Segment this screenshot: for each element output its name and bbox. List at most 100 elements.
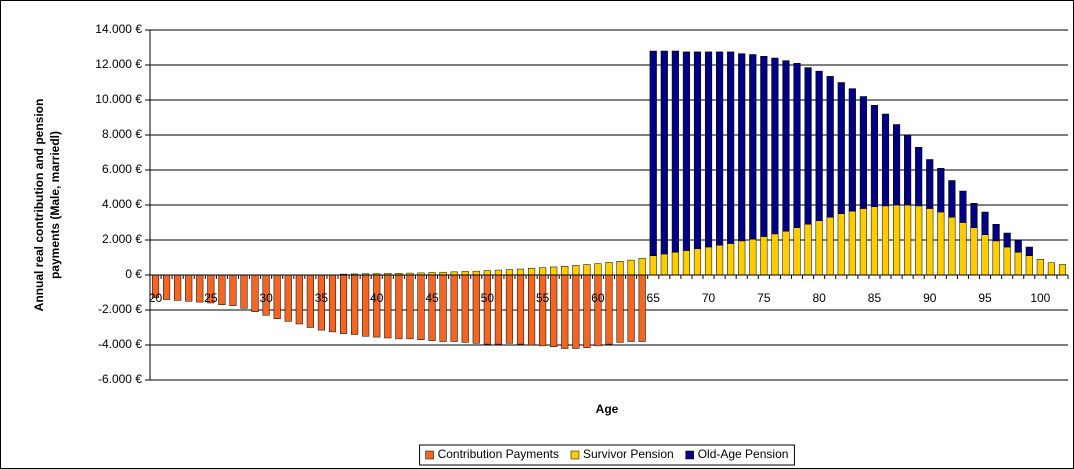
bar: [848, 210, 856, 276]
x-tick-label: 50: [481, 291, 495, 305]
bar: [859, 208, 867, 276]
bar: [240, 274, 248, 309]
bar: [837, 213, 845, 276]
bar: [561, 274, 569, 349]
y-tick-label: 0 €: [125, 267, 142, 281]
bar: [716, 245, 724, 276]
bar: [815, 70, 823, 221]
bar: [727, 243, 735, 276]
bar: [1003, 232, 1011, 248]
bar: [328, 274, 337, 333]
bar: [915, 205, 923, 276]
x-tick-label: 85: [868, 291, 882, 305]
bar: [406, 274, 414, 340]
bar: [616, 274, 624, 343]
bar: [528, 274, 536, 346]
bar: [516, 268, 525, 276]
bar: [704, 51, 713, 248]
legend: Contribution Payments Survivor Pension Old…: [419, 444, 795, 466]
bar: [561, 266, 569, 276]
bar: [461, 274, 469, 343]
bar: [693, 51, 702, 249]
bar: [494, 269, 502, 276]
bar: [638, 274, 646, 342]
bar: [826, 76, 834, 218]
bar: [627, 259, 635, 276]
bar: [616, 261, 624, 276]
bar: [904, 204, 912, 276]
bar: [892, 204, 901, 276]
y-axis-title-line: Annual real contribution and pension: [32, 99, 46, 312]
bar: [859, 96, 867, 209]
y-tick-label: -6.000 €: [98, 372, 142, 386]
bar: [793, 227, 801, 276]
bar: [450, 274, 458, 342]
x-tick-label: 55: [536, 291, 550, 305]
bar: [881, 113, 890, 207]
bar: [505, 274, 514, 344]
bar: [804, 67, 812, 225]
x-tick-label: 80: [812, 291, 826, 305]
bar: [649, 50, 657, 256]
bar: [218, 274, 226, 305]
bar: [539, 267, 547, 276]
bar: [373, 274, 381, 338]
x-tick-label: 45: [425, 291, 439, 305]
bar: [284, 274, 292, 322]
bar: [926, 159, 934, 209]
legend-label: Survivor Pension: [583, 447, 674, 461]
bar: [804, 224, 812, 276]
bar: [627, 274, 635, 342]
bar: [306, 274, 314, 328]
bar: [461, 271, 469, 276]
bar: [1058, 264, 1067, 276]
bar: [815, 220, 823, 276]
bar: [970, 227, 978, 276]
bar: [494, 274, 502, 345]
bar: [594, 274, 602, 347]
bar: [572, 274, 580, 349]
x-tick-label: 25: [204, 291, 218, 305]
x-tick-label: 40: [370, 291, 384, 305]
bar: [992, 224, 1000, 242]
bar: [583, 274, 591, 348]
bar: [605, 262, 613, 276]
y-tick-label: 10.000 €: [95, 92, 142, 106]
bar: [384, 274, 392, 339]
bar: [992, 240, 1000, 276]
bar: [339, 274, 348, 334]
bar: [395, 274, 403, 340]
x-axis-title: Age: [596, 402, 619, 416]
y-tick-label: 4.000 €: [102, 197, 142, 211]
bar: [1025, 255, 1033, 276]
bar: [671, 50, 679, 253]
bar: [970, 203, 978, 228]
legend-swatch: [425, 450, 434, 460]
x-tick-label: 100: [1030, 291, 1050, 305]
bar: [229, 274, 237, 306]
bar: [1036, 259, 1044, 276]
bar: [163, 274, 171, 300]
bar: [572, 265, 580, 276]
legend-swatch: [685, 450, 694, 460]
bar: [771, 233, 779, 276]
legend-swatch: [570, 450, 580, 460]
legend-label: Old-Age Pension: [698, 447, 789, 461]
bar: [870, 105, 879, 207]
bar: [981, 211, 989, 235]
x-tick-label: 35: [315, 291, 329, 305]
bar: [251, 274, 259, 312]
bar: [904, 134, 912, 206]
y-axis-title-line: payments (Male, marriedl): [48, 131, 62, 279]
y-tick-label: 6.000 €: [102, 162, 142, 176]
bar: [649, 255, 657, 276]
bar: [660, 253, 668, 276]
bar: [594, 263, 602, 276]
bar: [638, 258, 646, 276]
bar: [782, 231, 790, 276]
bar: [671, 252, 679, 276]
bar: [870, 206, 879, 276]
bar: [738, 240, 746, 276]
